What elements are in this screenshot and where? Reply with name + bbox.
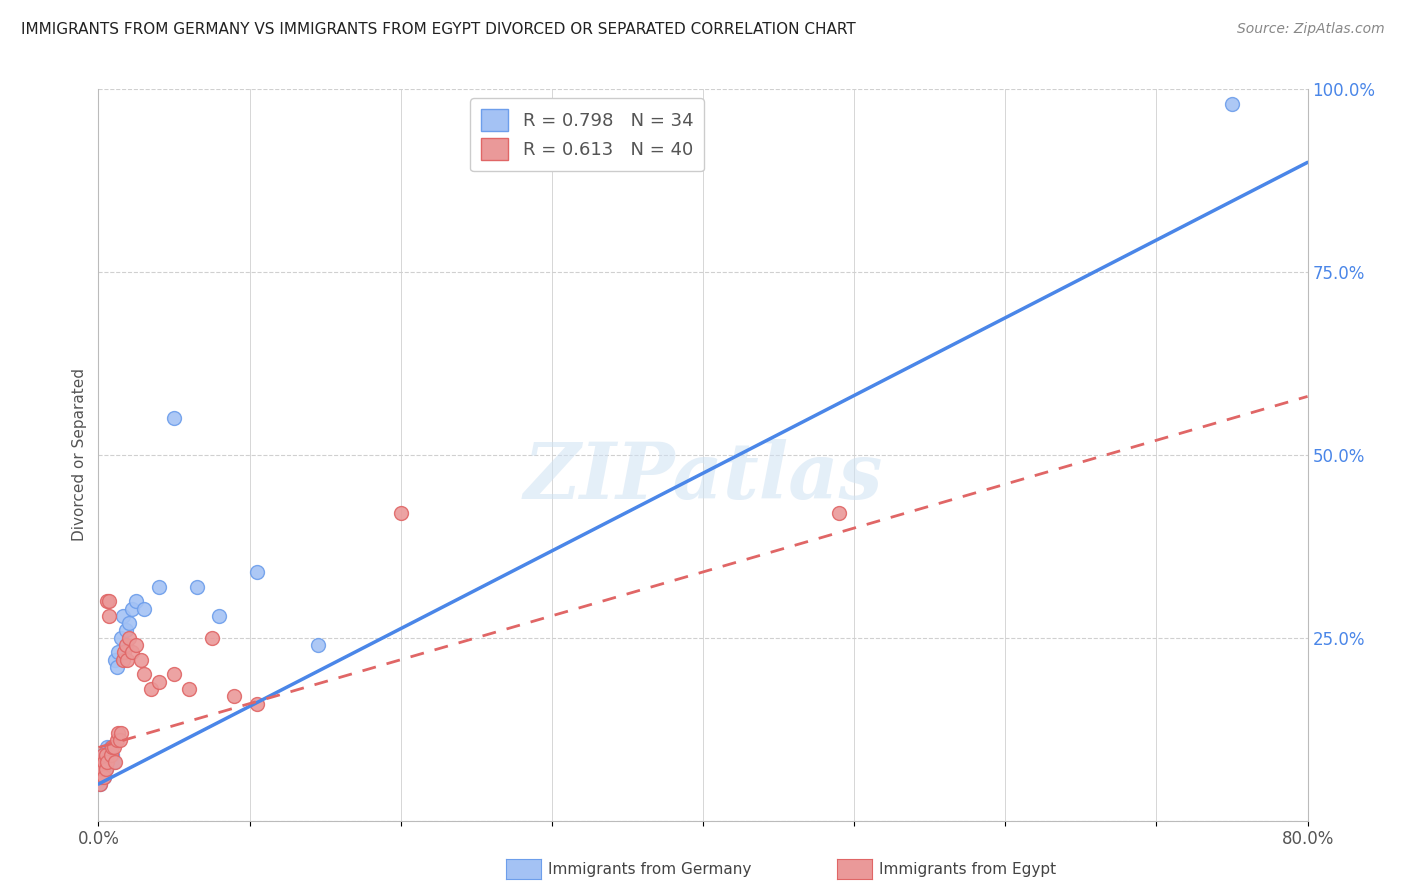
Point bbox=[91, 763, 114, 777]
Point bbox=[108, 733, 131, 747]
Point bbox=[104, 653, 127, 667]
Point bbox=[94, 747, 117, 762]
Point bbox=[96, 755, 118, 769]
Point bbox=[103, 740, 125, 755]
Point bbox=[96, 755, 118, 769]
Point bbox=[101, 740, 124, 755]
Point bbox=[110, 631, 132, 645]
Point bbox=[148, 674, 170, 689]
Point bbox=[89, 763, 111, 777]
Point bbox=[121, 601, 143, 615]
Legend: R = 0.798   N = 34, R = 0.613   N = 40: R = 0.798 N = 34, R = 0.613 N = 40 bbox=[470, 98, 704, 171]
Point bbox=[141, 681, 163, 696]
Point bbox=[828, 507, 851, 521]
Text: Immigrants from Egypt: Immigrants from Egypt bbox=[879, 863, 1056, 877]
Point bbox=[89, 777, 111, 791]
Point bbox=[118, 616, 141, 631]
Point bbox=[111, 653, 134, 667]
Point bbox=[98, 608, 121, 623]
Y-axis label: Divorced or Separated: Divorced or Separated bbox=[72, 368, 87, 541]
Point bbox=[98, 594, 121, 608]
Point bbox=[104, 755, 127, 769]
Point bbox=[93, 770, 115, 784]
Point bbox=[132, 667, 155, 681]
Text: Source: ZipAtlas.com: Source: ZipAtlas.com bbox=[1237, 22, 1385, 37]
Point bbox=[1220, 96, 1243, 111]
Point bbox=[89, 763, 111, 777]
Point bbox=[91, 747, 114, 762]
Point bbox=[107, 645, 129, 659]
Point bbox=[94, 747, 117, 762]
Text: Immigrants from Germany: Immigrants from Germany bbox=[548, 863, 752, 877]
Point bbox=[100, 755, 122, 769]
Point bbox=[100, 747, 122, 762]
Point bbox=[132, 601, 155, 615]
Point bbox=[186, 580, 208, 594]
Point bbox=[105, 660, 128, 674]
Text: ZIPatlas: ZIPatlas bbox=[523, 439, 883, 515]
Point bbox=[91, 747, 114, 762]
Point bbox=[93, 770, 115, 784]
Point bbox=[389, 507, 412, 521]
Point bbox=[90, 755, 112, 769]
Point bbox=[94, 763, 117, 777]
Point bbox=[90, 755, 112, 769]
Point bbox=[90, 770, 112, 784]
Point bbox=[179, 681, 201, 696]
Point bbox=[89, 777, 111, 791]
Point bbox=[125, 638, 148, 652]
Point bbox=[96, 740, 118, 755]
Point bbox=[114, 624, 136, 638]
Point bbox=[101, 747, 124, 762]
Point bbox=[163, 411, 186, 425]
Point bbox=[201, 631, 224, 645]
Point bbox=[105, 733, 128, 747]
Point bbox=[148, 580, 170, 594]
Point bbox=[112, 645, 135, 659]
Point bbox=[115, 653, 138, 667]
Point bbox=[118, 631, 141, 645]
Point bbox=[91, 763, 114, 777]
Point bbox=[111, 608, 134, 623]
Point bbox=[94, 763, 117, 777]
Point bbox=[129, 653, 152, 667]
Point bbox=[98, 747, 121, 762]
Point bbox=[110, 726, 132, 740]
Point bbox=[121, 645, 143, 659]
Point bbox=[93, 755, 115, 769]
Point bbox=[103, 755, 125, 769]
Text: IMMIGRANTS FROM GERMANY VS IMMIGRANTS FROM EGYPT DIVORCED OR SEPARATED CORRELATI: IMMIGRANTS FROM GERMANY VS IMMIGRANTS FR… bbox=[21, 22, 856, 37]
Point bbox=[246, 565, 269, 579]
Point bbox=[96, 594, 118, 608]
Point bbox=[100, 740, 122, 755]
Point bbox=[93, 755, 115, 769]
Point bbox=[246, 697, 269, 711]
Point bbox=[307, 638, 329, 652]
Point bbox=[125, 594, 148, 608]
Point bbox=[208, 608, 231, 623]
Point bbox=[163, 667, 186, 681]
Point bbox=[114, 638, 136, 652]
Point bbox=[107, 726, 129, 740]
Point bbox=[90, 770, 112, 784]
Point bbox=[224, 690, 246, 704]
